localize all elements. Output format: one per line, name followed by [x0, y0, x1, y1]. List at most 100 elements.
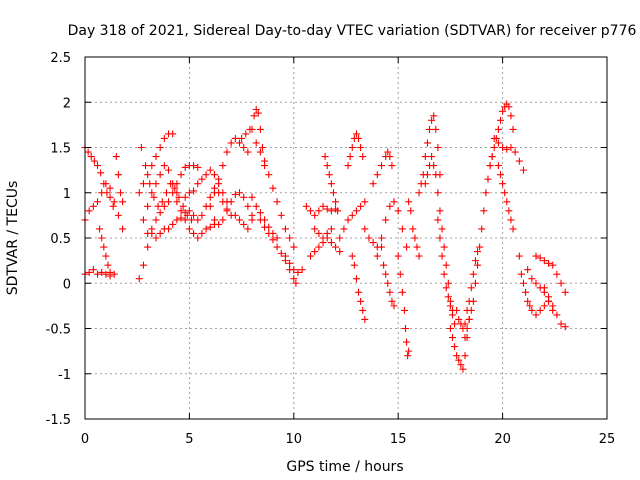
data-point [106, 184, 114, 192]
data-point [503, 145, 511, 153]
y-tick-label: 0 [63, 277, 71, 292]
data-point [94, 270, 102, 278]
data-point [210, 171, 218, 179]
data-point [344, 162, 352, 170]
data-point [480, 207, 488, 215]
x-axis-label: GPS time / hours [286, 459, 403, 475]
data-point [206, 166, 214, 174]
data-point [461, 352, 469, 360]
data-point [223, 207, 231, 215]
data-point [403, 338, 411, 346]
data-point [455, 315, 463, 323]
data-point [442, 284, 450, 292]
data-point [190, 187, 198, 195]
data-point [474, 261, 482, 269]
data-point [165, 225, 173, 233]
data-point [223, 148, 231, 156]
grid [85, 57, 607, 419]
data-point [256, 216, 264, 224]
x-tick-label: 0 [81, 432, 89, 447]
data-point [382, 270, 390, 278]
data-point [549, 302, 557, 310]
data-point [499, 144, 507, 151]
x-tick-label: 5 [185, 432, 193, 447]
data-point [109, 202, 117, 210]
data-point [84, 148, 92, 156]
data-point [467, 306, 475, 314]
data-point [102, 270, 110, 278]
data-point [236, 189, 244, 197]
data-point [386, 153, 394, 161]
data-point [377, 234, 385, 242]
data-point [476, 243, 484, 251]
data-point [436, 234, 444, 242]
data-point [106, 268, 114, 276]
data-point [152, 153, 160, 161]
data-point [171, 184, 179, 192]
data-point [206, 223, 214, 231]
data-point [402, 325, 410, 332]
data-point [549, 261, 557, 269]
data-point [181, 216, 189, 224]
data-point [332, 198, 340, 206]
data-point [359, 306, 367, 314]
data-point [194, 216, 202, 224]
data-point [327, 180, 335, 188]
data-point [190, 211, 198, 219]
data-point [455, 356, 463, 364]
data-point [553, 311, 561, 319]
data-point [432, 125, 440, 133]
data-point [436, 207, 444, 215]
data-point [352, 275, 360, 283]
data-point [165, 198, 173, 206]
data-point [404, 352, 412, 360]
data-point [344, 216, 352, 224]
data-point [511, 148, 519, 156]
data-point [421, 180, 429, 188]
data-point [219, 216, 227, 224]
data-point [377, 243, 385, 251]
data-point [369, 180, 377, 188]
data-point [540, 284, 548, 292]
data-point [428, 116, 436, 124]
data-point [142, 162, 150, 170]
data-point [177, 214, 185, 222]
data-point [499, 107, 507, 115]
data-point [242, 130, 250, 138]
data-point [532, 252, 540, 260]
data-point [457, 361, 465, 369]
y-tick-label: -0.5 [46, 323, 71, 338]
data-point [394, 252, 402, 260]
data-point [156, 171, 164, 179]
data-point [286, 234, 294, 242]
data-point [394, 207, 402, 215]
data-point [553, 270, 561, 278]
data-point [110, 198, 118, 206]
data-point [461, 334, 469, 342]
data-point [190, 162, 198, 170]
data-point [281, 225, 289, 233]
data-point [210, 216, 218, 224]
data-point [421, 153, 429, 161]
data-point [373, 171, 381, 179]
data-point [198, 229, 206, 237]
data-point [139, 216, 147, 224]
data-points [81, 100, 569, 373]
data-point [265, 171, 273, 179]
data-point [340, 225, 348, 233]
data-point [561, 323, 569, 331]
data-point [244, 202, 252, 210]
data-point [540, 257, 548, 265]
data-point [139, 180, 147, 188]
data-point [90, 157, 98, 165]
data-point [357, 202, 365, 210]
data-point [400, 306, 408, 314]
data-point [307, 252, 315, 260]
data-point [152, 180, 160, 188]
data-point [248, 216, 256, 224]
data-point [94, 162, 102, 170]
data-point [144, 202, 152, 210]
data-point [386, 288, 394, 296]
data-point [256, 148, 264, 156]
data-point [106, 193, 114, 201]
